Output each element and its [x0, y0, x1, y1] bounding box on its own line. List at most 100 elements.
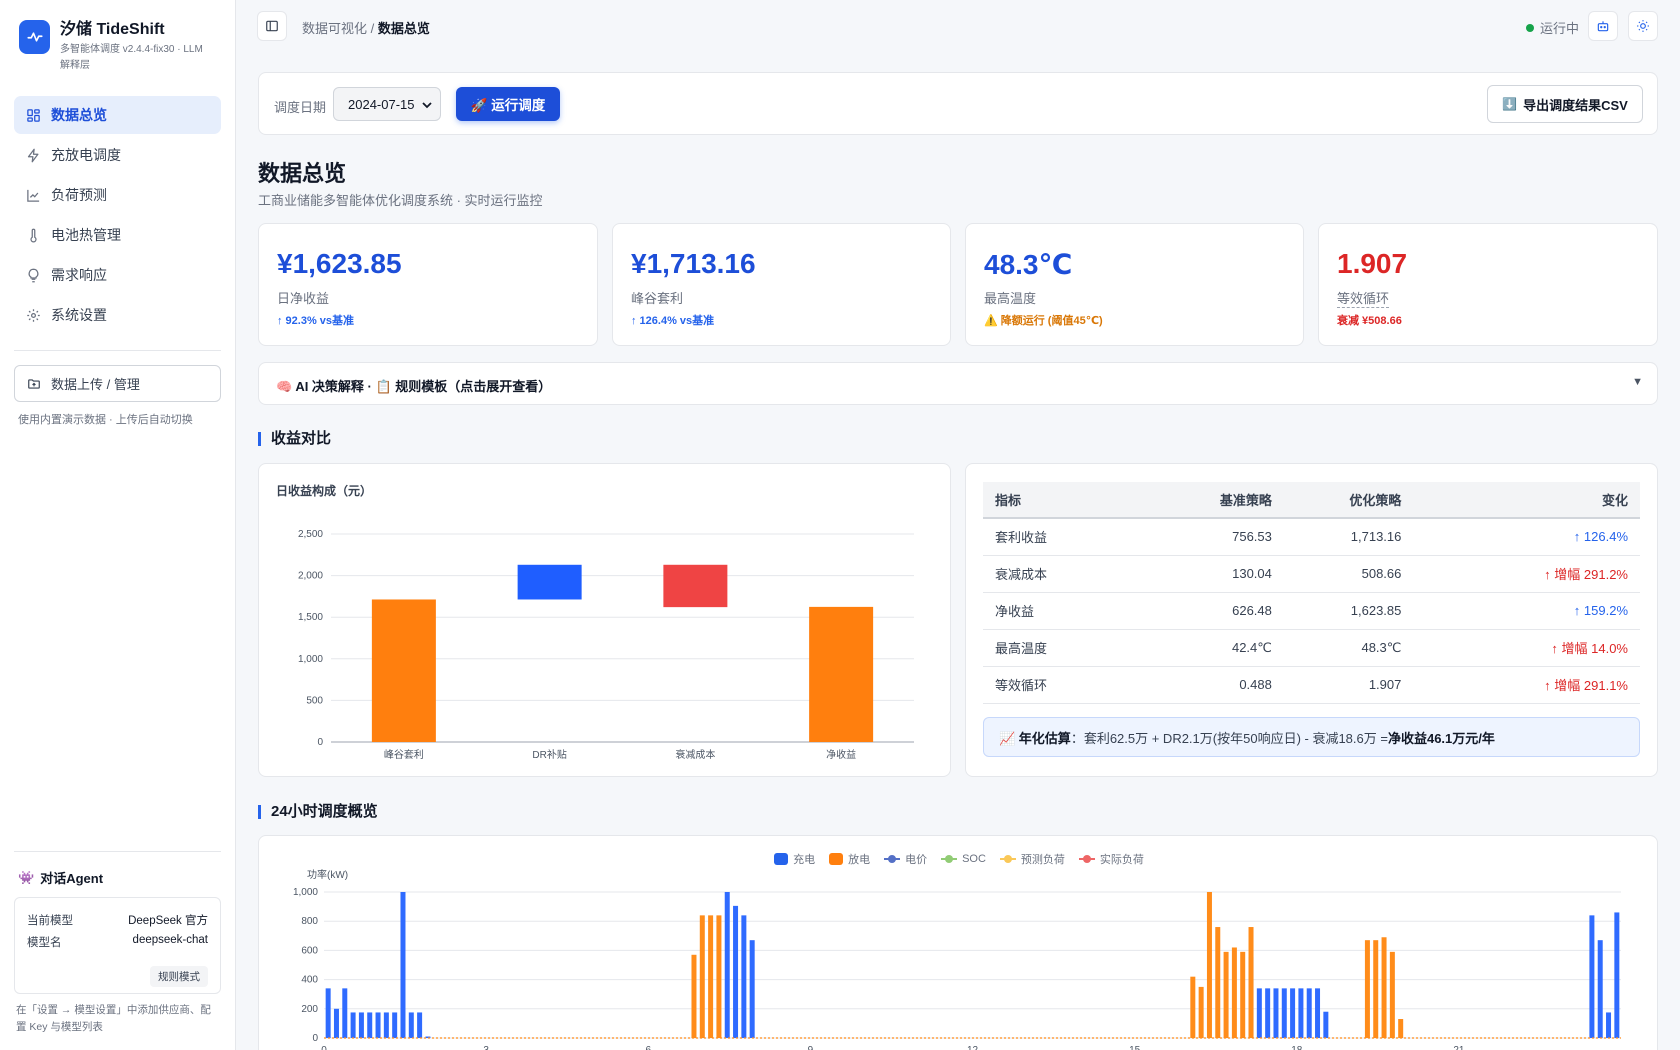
sidebar-item-dispatch[interactable]: 充放电调度: [14, 136, 221, 174]
sidebar-item-settings[interactable]: 系统设置: [14, 296, 221, 334]
breadcrumb-current: 数据总览: [377, 21, 430, 36]
x-tick-label: DR补贴: [532, 748, 566, 761]
table-cell-opt: 1.907: [1271, 666, 1402, 704]
agent-title: 👾 对话Agent: [18, 868, 103, 887]
section-title-schedule: 24小时调度概览: [258, 804, 378, 819]
x-tick-label: 9: [808, 1045, 814, 1050]
charge-bar: [741, 915, 747, 1038]
kpi-value: 48.3℃: [984, 249, 1073, 280]
legend-item-charge[interactable]: 充电: [774, 851, 815, 867]
annual-estimate-result: 净收益46.1万元/年: [1387, 730, 1495, 746]
charge-bar: [1281, 988, 1287, 1038]
charge-bar: [1589, 915, 1595, 1038]
sidebar-toggle-icon: [266, 20, 278, 32]
robot-button[interactable]: [1588, 11, 1618, 41]
x-tick-label: 0: [321, 1045, 327, 1050]
export-csv-button[interactable]: ⬇️ 导出调度结果CSV: [1487, 85, 1643, 123]
chart-line-icon: [27, 189, 40, 202]
grid-icon: [27, 108, 40, 122]
discharge-bar: [1198, 986, 1204, 1038]
table-row: 等效循环 0.488 1.907 ↑ 增幅 291.1%: [983, 666, 1640, 704]
section-title-income: 收益对比: [258, 431, 331, 446]
table-header: 变化: [1401, 482, 1640, 519]
charge-bar: [367, 1012, 373, 1038]
legend-label: 充电: [793, 854, 816, 866]
legend-item-actual-load[interactable]: 实际负荷: [1078, 851, 1144, 867]
discharge-bar: [699, 915, 705, 1038]
agent-title-label: 对话Agent: [40, 871, 104, 886]
sidebar-toggle-button[interactable]: [257, 11, 287, 41]
table-header: 基准策略: [1142, 482, 1272, 519]
legend-item-soc[interactable]: SOC: [941, 851, 986, 867]
upload-data-button[interactable]: 数据上传 / 管理: [14, 365, 221, 402]
kpi-card-net-income: ¥1,623.85 日净收益 ↑ 92.3% vs基准: [258, 223, 598, 346]
legend-swatch: [774, 853, 789, 865]
legend-item-discharge[interactable]: 放电: [829, 851, 870, 867]
status-dot-icon: [1526, 23, 1534, 32]
kpi-label: 等效循环: [1337, 288, 1390, 308]
topbar: 数据可视化 / 数据总览 运行中: [236, 0, 1680, 52]
run-status-label: 运行中: [1540, 21, 1580, 36]
ai-explain-panel[interactable]: 🧠 AI 决策解释 · 📋 规则模板（点击展开查看） ▼: [258, 362, 1658, 405]
charge-bar: [400, 892, 406, 1038]
charge-bar: [1606, 1012, 1612, 1038]
date-select[interactable]: 2024-07-15: [333, 87, 441, 121]
sidebar-divider: [14, 851, 221, 852]
y-tick-label: 500: [306, 695, 323, 706]
gear-icon: [27, 308, 40, 322]
charge-bar: [724, 892, 730, 1038]
run-dispatch-button[interactable]: 🚀 运行调度: [456, 87, 560, 121]
agent-name-label: 模型名: [27, 937, 62, 949]
charge-bar: [358, 1012, 364, 1038]
legend-label: 电价: [905, 854, 928, 866]
sidebar-item-label: 电池热管理: [51, 227, 121, 243]
y-tick-label: 0: [317, 737, 323, 748]
y-tick-label: 2,500: [298, 529, 323, 540]
legend-item-forecast-load[interactable]: 预测负荷: [999, 851, 1065, 867]
legend-swatch: [829, 853, 844, 865]
table-cell-name: 净收益: [983, 592, 1143, 630]
charge-bar: [392, 1012, 398, 1038]
comparison-table-wrap: 指标 基准策略 优化策略 变化 套利收益 756.53 1,713.16 ↑ 1…: [983, 482, 1640, 704]
table-cell-change: ↑ 增幅 291.1%: [1401, 666, 1640, 704]
y-tick-label: 1,000: [298, 654, 323, 665]
discharge-bar: [1223, 951, 1229, 1038]
brand: 汐储 TideShift 多智能体调度 v2.4.4-fix30 · LLM 解…: [19, 20, 210, 74]
sidebar-item-label: 负荷预测: [51, 187, 107, 203]
y-tick-label: 1,000: [293, 887, 318, 898]
legend-label: 实际负荷: [1099, 854, 1144, 866]
agent-model-value: DeepSeek 官方: [128, 915, 208, 927]
agent-name-value: deepseek-chat: [132, 934, 208, 946]
discharge-bar: [1389, 951, 1395, 1038]
sidebar-item-thermal[interactable]: 电池热管理: [14, 216, 221, 254]
y-tick-label: 0: [312, 1033, 318, 1044]
x-tick-label: 净收益: [826, 748, 856, 761]
sidebar-nav: 数据总览 充放电调度 负荷预测 电池热管理 需求响应 系统设置: [14, 96, 221, 336]
x-tick-label: 衰减成本: [675, 748, 715, 761]
breadcrumb-parent[interactable]: 数据可视化 /: [302, 21, 375, 36]
sidebar-item-overview[interactable]: 数据总览: [14, 96, 221, 134]
theme-toggle-button[interactable]: [1628, 11, 1658, 41]
legend-swatch: [884, 855, 901, 863]
charge-bar: [350, 1012, 356, 1038]
table-header-row: 指标 基准策略 优化策略 变化: [983, 482, 1640, 519]
robot-icon: 👾: [18, 869, 35, 885]
legend-item-price[interactable]: 电价: [884, 851, 927, 867]
legend-swatch: [999, 855, 1016, 863]
sidebar-item-demand-response[interactable]: 需求响应: [14, 256, 221, 294]
table-cell-opt: 1,713.16: [1271, 518, 1402, 556]
discharge-bar: [1231, 947, 1237, 1038]
kpi-card-arbitrage: ¥1,713.16 峰谷套利 ↑ 126.4% vs基准: [612, 223, 951, 346]
sidebar-item-forecast[interactable]: 负荷预测: [14, 176, 221, 214]
export-icon: ⬇️: [1502, 97, 1518, 111]
thermometer-icon: [30, 228, 37, 243]
comparison-table-card: 指标 基准策略 优化策略 变化 套利收益 756.53 1,713.16 ↑ 1…: [965, 463, 1658, 777]
kpi-delta: ↑ 126.4% vs基准: [631, 315, 715, 327]
x-tick-label: 3: [483, 1045, 489, 1050]
sidebar-item-label: 需求响应: [51, 267, 107, 283]
sidebar-item-label: 系统设置: [51, 307, 107, 323]
y-tick-label: 400: [301, 975, 318, 986]
table-cell-change: ↑ 增幅 14.0%: [1401, 629, 1640, 667]
table-cell-change: ↑ 126.4%: [1401, 518, 1640, 556]
kpi-delta: ↑ 92.3% vs基准: [277, 315, 355, 327]
